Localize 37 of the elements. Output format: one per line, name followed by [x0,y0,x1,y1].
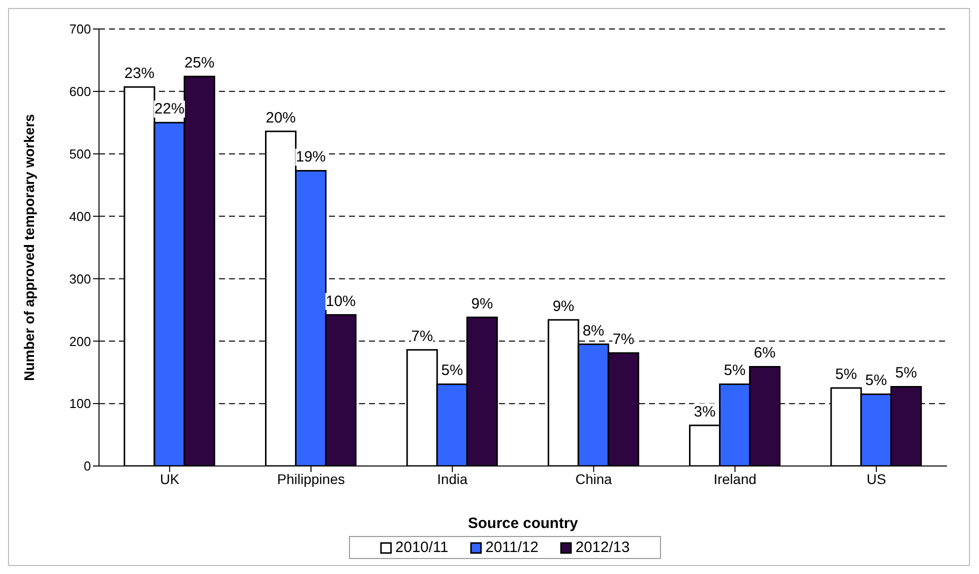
annotation: 22% [154,100,184,118]
x-tick-label: Ireland [714,470,756,487]
y-tick-label: 600 [69,84,91,100]
legend-label: 2012/13 [575,539,630,556]
annotation: 9% [471,295,493,312]
annotation: 5% [835,366,857,383]
annotation: 3% [694,403,716,420]
legend-label: 2011/12 [485,539,538,556]
y-tick-label: 500 [69,146,91,162]
annotation: 5% [441,362,463,380]
annotation: 10% [326,292,356,310]
x-axis-title: Source country [468,515,579,532]
annotation: 7% [612,331,634,348]
x-tick-label: Philippines [277,470,345,487]
y-tick-label: 0 [84,458,91,474]
annotation: 8% [582,322,604,340]
y-tick-label: 200 [69,334,91,349]
y-tick-label: 300 [69,271,91,286]
annotation: 5% [724,362,746,380]
legend-label: 2010/11 [395,539,448,556]
annotation: 6% [754,344,776,362]
x-tick-label: US [866,470,886,487]
x-tick-label: UK [160,470,180,487]
y-tick-label: 100 [69,396,91,412]
annotation: 5% [865,372,887,390]
annotation: 25% [184,54,214,72]
y-axis-title: Number of approved temporary workers [20,114,37,381]
annotation: 23% [124,65,154,82]
annotation: 9% [552,298,574,315]
annotation: 5% [895,364,917,382]
annotation: 19% [296,148,326,166]
y-tick-label: 700 [69,22,91,37]
annotation: 7% [411,328,433,345]
x-tick-label: India [437,470,468,487]
x-tick-label: China [575,470,612,487]
annotation: 20% [266,109,296,126]
y-tick-label: 400 [69,208,91,224]
